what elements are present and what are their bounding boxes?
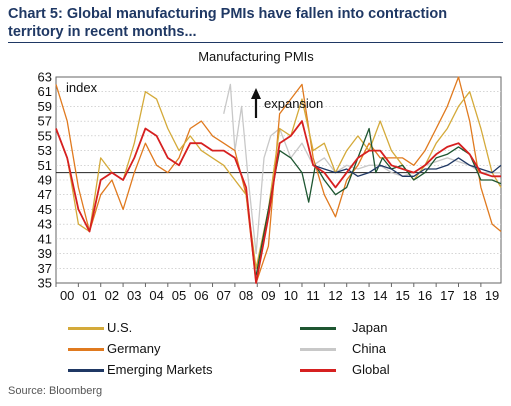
x-tick-label: 18 <box>462 288 476 303</box>
x-tick-label: 17 <box>440 288 454 303</box>
x-axis-tick-labels: 00 01 02 03 04 05 06 07 08 09 10 11 12 13 14 15 16 17 18 19 <box>55 283 499 303</box>
x-tick-label: 14 <box>373 288 387 303</box>
legend-label: Global <box>352 362 390 377</box>
x-tick-label: 08 <box>239 288 253 303</box>
legend-swatch <box>300 327 336 330</box>
y-tick-label: 37 <box>38 261 52 276</box>
legend-label: Germany <box>107 341 161 356</box>
x-tick-label: 03 <box>127 288 141 303</box>
x-tick-label: 15 <box>395 288 409 303</box>
series-line-germany <box>55 76 502 284</box>
legend-label: Japan <box>352 320 388 335</box>
expansion-annotation: expansion <box>264 96 323 111</box>
title-rule <box>8 42 503 43</box>
legend-swatch <box>68 369 104 372</box>
legend-swatch <box>300 369 336 372</box>
y-tick-label: 35 <box>38 276 52 291</box>
y-tick-label: 51 <box>38 158 52 173</box>
x-tick-label: 02 <box>105 288 119 303</box>
gridlines <box>56 91 501 269</box>
y-tick-label: 63 <box>38 70 52 85</box>
chart-subtitle: Manufacturing PMIs <box>198 49 314 64</box>
series-line-global <box>55 120 501 284</box>
x-tick-label: 12 <box>328 288 342 303</box>
y-tick-label: 43 <box>38 217 52 232</box>
legend-swatch <box>68 327 104 330</box>
x-tick-label: 13 <box>351 288 365 303</box>
legend-swatch <box>300 348 336 351</box>
y-tick-label: 55 <box>38 128 52 143</box>
expansion-arrow <box>251 88 261 118</box>
legend-label: Emerging Markets <box>107 362 213 377</box>
y-tick-label: 49 <box>38 173 52 188</box>
x-tick-label: 05 <box>172 288 186 303</box>
x-tick-label: 06 <box>194 288 208 303</box>
y-tick-label: 45 <box>38 202 52 217</box>
y-tick-label: 61 <box>38 84 52 99</box>
y-tick-label: 47 <box>38 187 52 202</box>
x-tick-label: 10 <box>284 288 298 303</box>
x-tick-label: 04 <box>149 288 163 303</box>
x-tick-label: 01 <box>82 288 96 303</box>
x-tick-label: 16 <box>418 288 432 303</box>
series-line-china <box>223 83 501 255</box>
chart-title: Chart 5: Global manufacturing PMIs have … <box>8 6 448 40</box>
y-axis-unit-label: index <box>66 80 98 95</box>
y-tick-label: 57 <box>38 114 52 129</box>
x-tick-label: 19 <box>485 288 499 303</box>
source-note: Source: Bloomberg <box>8 385 103 397</box>
legend-label: China <box>352 341 386 356</box>
x-tick-label: 07 <box>216 288 230 303</box>
series-line-japan <box>255 127 502 276</box>
x-tick-label: 09 <box>261 288 275 303</box>
y-tick-label: 53 <box>38 143 52 158</box>
series-line-u-s <box>55 91 502 269</box>
y-tick-label: 41 <box>38 231 52 246</box>
y-tick-label: 39 <box>38 246 52 261</box>
legend-swatch <box>68 348 104 351</box>
x-tick-label: 00 <box>60 288 74 303</box>
x-tick-label: 11 <box>306 288 320 303</box>
legend-label: U.S. <box>107 320 133 335</box>
series-lines <box>55 76 502 284</box>
y-tick-label: 59 <box>38 99 52 114</box>
series-line-emerging-markets <box>312 157 502 177</box>
